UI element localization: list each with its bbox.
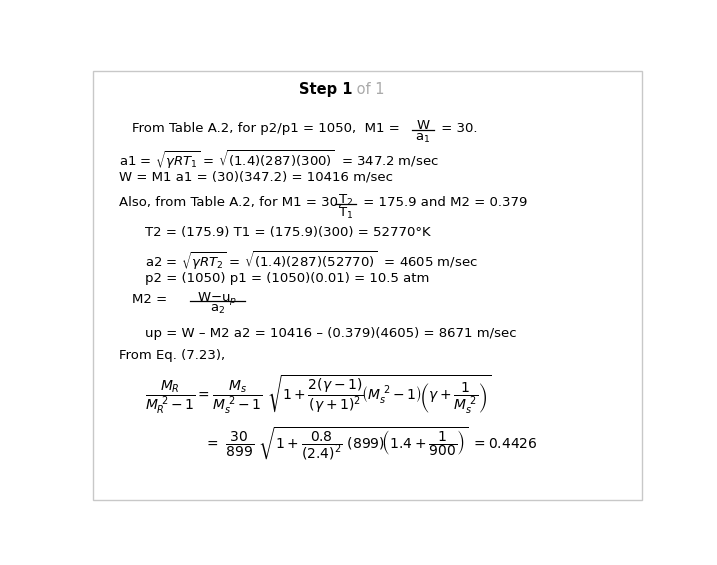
Text: From Table A.2, for p2/p1 = 1050,  M1 =: From Table A.2, for p2/p1 = 1050, M1 = [132,123,404,136]
Text: W$-$u$_p$: W$-$u$_p$ [197,290,237,307]
Text: T$_1$: T$_1$ [338,206,353,221]
Text: p2 = (1050) p1 = (1050)(0.01) = 10.5 atm: p2 = (1050) p1 = (1050)(0.01) = 10.5 atm [146,272,429,285]
Text: up = W – M2 a2 = 10416 – (0.379)(4605) = 8671 m/sec: up = W – M2 a2 = 10416 – (0.379)(4605) =… [146,327,517,340]
Text: = 30.: = 30. [437,123,478,136]
Text: a2 = $\sqrt{\gamma RT_2}$ = $\sqrt{(1.4)(287)(52770)}$  = 4605 m/sec: a2 = $\sqrt{\gamma RT_2}$ = $\sqrt{(1.4)… [146,249,478,272]
Text: Also, from Table A.2, for M1 = 30,: Also, from Table A.2, for M1 = 30, [119,197,351,210]
FancyBboxPatch shape [92,71,642,500]
Text: From Eq. (7.23),: From Eq. (7.23), [119,349,225,362]
Text: W: W [417,119,429,132]
Text: $\dfrac{M_R}{M_R^{\ 2}-1} = \dfrac{M_s}{M_s^{\ 2}-1}\ \sqrt{1+\dfrac{2(\gamma-1): $\dfrac{M_R}{M_R^{\ 2}-1} = \dfrac{M_s}{… [146,373,491,416]
Text: = 175.9 and M2 = 0.379: = 175.9 and M2 = 0.379 [359,197,528,210]
Text: a$_1$: a$_1$ [415,132,430,145]
Text: Step 1: Step 1 [299,82,352,97]
Text: of 1: of 1 [352,82,385,97]
Text: a$_2$: a$_2$ [210,303,225,316]
Text: M2 =: M2 = [132,293,171,306]
Text: T$_2$: T$_2$ [338,193,353,208]
Text: $=\ \dfrac{30}{899}\ \sqrt{1+\dfrac{0.8}{(2.4)^2}\ (899)\!\left(1.4+\dfrac{1}{90: $=\ \dfrac{30}{899}\ \sqrt{1+\dfrac{0.8}… [204,426,538,462]
Text: W = M1 a1 = (30)(347.2) = 10416 m/sec: W = M1 a1 = (30)(347.2) = 10416 m/sec [119,170,393,183]
Text: a1 = $\sqrt{\gamma RT_1}$ = $\sqrt{(1.4)(287)(300)}$  = 347.2 m/sec: a1 = $\sqrt{\gamma RT_1}$ = $\sqrt{(1.4)… [119,148,439,171]
Text: T2 = (175.9) T1 = (175.9)(300) = 52770°K: T2 = (175.9) T1 = (175.9)(300) = 52770°K [146,225,431,238]
